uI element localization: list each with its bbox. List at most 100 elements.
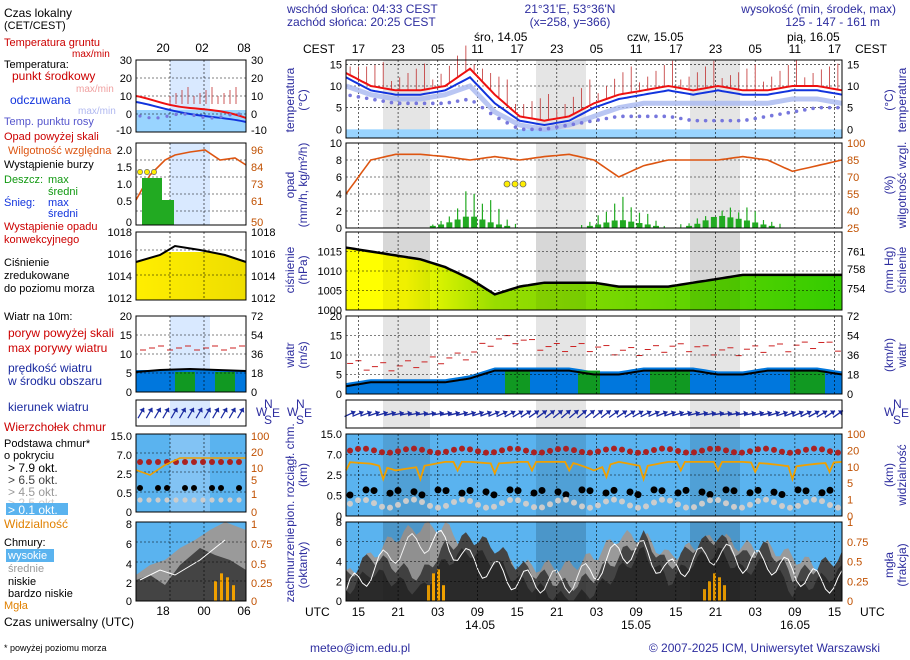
wind-arrow-head xyxy=(767,410,772,417)
cloud-base-dot xyxy=(787,504,793,511)
cloud-top-dot xyxy=(531,449,537,456)
cloud-base-dot xyxy=(611,496,617,503)
wind-arrow-head xyxy=(589,410,595,416)
wind-arrow-head xyxy=(486,410,492,417)
contact-email[interactable]: meteo@icm.edu.pl xyxy=(310,641,410,655)
legend-wind-speed: prędkość wiatru xyxy=(8,361,92,375)
cloud-base-dot xyxy=(403,498,409,505)
wind-arrow-icon xyxy=(768,410,780,417)
dewpoint-dot xyxy=(414,101,419,106)
cloud-base-dot xyxy=(682,486,690,494)
cloud-top-dot xyxy=(491,449,497,456)
cloud-base-dot xyxy=(571,499,577,506)
wind-arrow-head xyxy=(502,410,508,416)
pres-axis-left-unit: (hPa) xyxy=(296,255,310,284)
legend-border xyxy=(135,521,247,602)
axis-tick: 70 xyxy=(847,172,859,184)
legend-night-band xyxy=(170,143,210,225)
dewpoint-dot xyxy=(397,101,402,106)
main-panels: 0510150510150246810254055708510010001005… xyxy=(318,45,868,608)
cloud-base-dot xyxy=(707,497,713,504)
legend-felt: odczuwana xyxy=(10,93,71,107)
cloud-base-dot xyxy=(627,502,633,509)
cloud-base-dot xyxy=(467,498,473,505)
rain-mean-bar xyxy=(760,224,767,228)
dewpoint-dot xyxy=(695,118,700,123)
legend-axis-tick: 1.5 xyxy=(117,162,132,174)
legend-dew-dot xyxy=(210,116,214,120)
wind-arrow-icon xyxy=(784,410,796,417)
legend-middle: średnie xyxy=(8,563,44,575)
legend-axis-tick: 0.5 xyxy=(117,196,132,208)
legend-ground-temp: Temperatura gruntu xyxy=(4,37,100,49)
cloud-axis-right: widzialność xyxy=(895,444,909,506)
cloud-top-dot xyxy=(827,448,833,455)
wind-arrow-head xyxy=(366,410,372,417)
legend-utc-tick: 06 xyxy=(237,604,251,618)
legend-okt1: > 7.9 okt. xyxy=(8,461,58,475)
legend-axis-tick: 18 xyxy=(251,368,263,380)
legend-utc-label: Czas uniwersalny (UTC) xyxy=(4,615,134,629)
local-tick: 23 xyxy=(550,42,564,56)
legend-pres-mask xyxy=(136,232,246,262)
panel-border xyxy=(345,231,843,311)
legend-axis-tick: 73 xyxy=(251,179,263,191)
legend-border xyxy=(135,59,247,133)
cloud-base-dot xyxy=(555,497,561,504)
legend-axis-tick: 15.0 xyxy=(111,431,132,443)
cloud-base-dot xyxy=(579,503,585,510)
legend-cloud-top xyxy=(182,459,188,465)
utc-tick: 03 xyxy=(590,605,604,619)
legend-axis-tick: 0 xyxy=(126,596,132,608)
legend-cloud-base xyxy=(209,497,215,503)
legend-dew-dot xyxy=(138,114,142,118)
wind-arrow-icon xyxy=(464,410,476,417)
wind-axis-left-unit: (m/s) xyxy=(296,341,310,368)
axis-tick: 0 xyxy=(847,389,853,401)
legend-cloud-base xyxy=(164,497,170,503)
cloud-top-dot xyxy=(515,445,521,452)
dewpoint-dot xyxy=(588,119,592,124)
cloud-top-dot xyxy=(379,449,385,456)
rain-mean-bar xyxy=(446,222,453,228)
cloud-base-dot xyxy=(730,487,738,495)
legend-axis-tick: 2.0 xyxy=(117,145,132,157)
cloud-base-dot xyxy=(346,491,354,499)
cloud-base-dot xyxy=(643,503,649,510)
cloud-base-dot xyxy=(370,487,378,495)
legend-fog-bar xyxy=(220,573,223,601)
legend-snow: Śnieg: xyxy=(4,196,35,209)
axis-tick: 0 xyxy=(336,223,342,235)
legend-pressure: Ciśnienie xyxy=(4,257,49,269)
sunset-text: zachód słońca: 20:25 CEST xyxy=(287,15,436,29)
wind-arrow-head xyxy=(471,410,476,417)
axis-tick: 20 xyxy=(330,311,342,323)
cloud-base-dot xyxy=(754,486,762,494)
pres-axis-right: ciśnienie xyxy=(895,246,909,293)
pressure-line xyxy=(345,246,842,296)
wind-arrow-icon xyxy=(592,409,604,419)
legend-pressure-2: zredukowane xyxy=(4,270,69,282)
legend-local-time-sub: (CET/CEST) xyxy=(4,20,66,32)
axis-tick: 4 xyxy=(336,189,342,201)
axis-tick: 25 xyxy=(847,223,859,235)
svg-text:W: W xyxy=(287,405,299,419)
dewpoint-dot xyxy=(439,101,443,106)
cloud-top-dot xyxy=(739,449,745,456)
legend-axis-tick: 61 xyxy=(251,196,263,208)
svg-text:E: E xyxy=(304,406,312,420)
legend-border xyxy=(135,315,247,393)
legend-wind-dir: kierunek wiatru xyxy=(8,400,89,414)
cloud-top-dot xyxy=(723,447,729,454)
rain-mean-bar xyxy=(487,222,494,228)
fog-bar xyxy=(713,573,716,601)
cloud-top-dot xyxy=(699,447,705,454)
cloud-top-dot xyxy=(563,445,569,452)
temp-felt-line xyxy=(345,83,843,132)
utc-tick: 03 xyxy=(431,605,445,619)
temp-mid-line xyxy=(345,76,843,127)
legend-wind10: Wiatr na 10m: xyxy=(4,311,72,323)
precip-axis-right: wilgotność wzgl. xyxy=(895,142,909,230)
rain-mean-bar xyxy=(743,220,750,228)
